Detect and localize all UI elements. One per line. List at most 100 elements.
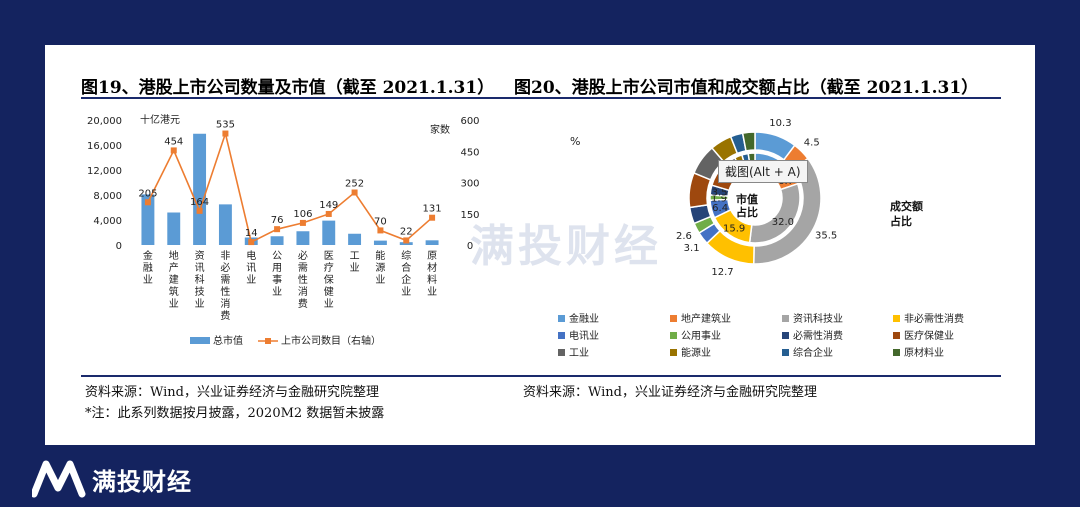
legend-swatch	[670, 315, 677, 322]
line-point	[351, 189, 358, 196]
donut-label-outer: 2.6	[676, 231, 692, 242]
left-tick-label: 16,000	[87, 141, 122, 152]
legend-label: 能源业	[681, 346, 711, 359]
line-listed-companies	[147, 130, 433, 244]
legend-label: 综合企业	[793, 346, 833, 359]
x-tick-label: 金融业	[143, 249, 153, 286]
left-tick-label: 4,000	[93, 216, 122, 227]
legend-bar-label: 总市值	[213, 334, 243, 347]
donut-label-inner: 32.0	[772, 217, 794, 228]
donut-label-outer: 10.3	[769, 118, 791, 129]
line-data-label: 70	[374, 216, 387, 227]
line-point	[144, 199, 151, 206]
report-card: 图19、港股上市公司数量及市值（截至 2021.1.31） 图20、港股上市公司…	[45, 45, 1035, 445]
donut-label-inner: 1.9	[711, 194, 727, 205]
x-tick-label: 必需性消费	[298, 249, 308, 310]
legend-bar-swatch	[190, 337, 210, 344]
x-tick-label: 资讯科技业	[195, 250, 205, 310]
x-tick-label: 医疗保健业	[324, 250, 334, 310]
legend-swatch	[782, 349, 789, 356]
inner-ring-label: 占比	[736, 205, 758, 219]
bar-total-market-cap	[373, 240, 387, 245]
line-data-label: 14	[245, 228, 258, 239]
screenshot-tooltip: 截图(Alt + A)	[718, 160, 808, 183]
line-data-label: 22	[400, 226, 413, 237]
bar-total-market-cap	[218, 204, 232, 245]
inner-ring-label: 市值	[736, 192, 758, 206]
legend-line-marker	[265, 338, 271, 344]
bar-total-market-cap	[296, 231, 310, 245]
line-data-label: 106	[293, 209, 312, 220]
legend-label: 电讯业	[569, 329, 599, 342]
outer-ring-label: 成交额	[890, 199, 923, 213]
donut-label-inner: 6.4	[712, 203, 728, 214]
legend-swatch	[893, 315, 900, 322]
legend-label: 资讯科技业	[793, 312, 843, 325]
left-tick-label: 8,000	[93, 191, 122, 202]
legend-label: 工业	[569, 347, 589, 359]
line-point	[403, 237, 410, 244]
right-tick-label: 300	[460, 179, 479, 190]
line-data-label: 131	[423, 204, 442, 215]
legend-swatch	[670, 349, 677, 356]
legend-swatch	[893, 349, 900, 356]
bar-total-market-cap	[425, 240, 439, 245]
legend-line-label: 上市公司数目（右轴）	[281, 334, 381, 347]
legend-label: 必需性消费	[793, 329, 843, 342]
bar-total-market-cap	[193, 133, 207, 245]
right-tick-label: 150	[460, 210, 479, 221]
donut-slice-outer	[741, 131, 756, 152]
line-point	[248, 239, 255, 246]
bar-total-market-cap	[399, 242, 413, 245]
x-tick-label: 非必需性消费	[220, 250, 230, 322]
x-tick-label: 原材料业	[427, 250, 437, 298]
bar-total-market-cap	[322, 220, 336, 245]
left-axis-unit: 十亿港元	[140, 113, 180, 126]
line-point	[170, 147, 177, 154]
x-tick-label: 综合企业	[401, 249, 411, 298]
line-point	[222, 130, 229, 137]
line-data-label: 454	[164, 136, 183, 147]
line-point	[196, 207, 203, 214]
legend-label: 原材料业	[904, 346, 944, 359]
donut-label-outer: 12.7	[711, 267, 733, 278]
legend-label: 地产建筑业	[681, 312, 731, 325]
line-point	[377, 227, 384, 234]
x-tick-label: 能源业	[375, 249, 385, 286]
line-point	[299, 219, 306, 226]
x-tick-label: 工业	[350, 251, 360, 274]
right-chart-title: 图20、港股上市公司市值和成交额占比（截至 2021.1.31）	[514, 78, 979, 98]
legend-swatch	[782, 332, 789, 339]
brand-name: 满投财经	[92, 468, 192, 496]
left-tick-label: 20,000	[87, 116, 122, 127]
watermark: 满投财经	[470, 221, 662, 272]
legend-swatch	[782, 315, 789, 322]
line-data-label: 76	[271, 215, 284, 226]
legend-label: 医疗保健业	[904, 329, 954, 342]
bar-total-market-cap	[141, 194, 155, 245]
legend-label: 非必需性消费	[904, 312, 964, 325]
donut-label-outer: 35.5	[815, 231, 837, 242]
right-source: 资料来源：Wind，兴业证券经济与金融研究院整理	[523, 385, 817, 400]
line-point	[274, 226, 281, 233]
line-data-label: 252	[345, 179, 364, 190]
x-tick-label: 地产建筑业	[169, 249, 179, 310]
bar-total-market-cap	[167, 212, 181, 245]
legend-label: 金融业	[569, 312, 599, 325]
donut-label-inner: 15.9	[723, 223, 745, 234]
legend-swatch	[558, 315, 565, 322]
line-data-label: 205	[138, 188, 157, 199]
legend-label: 公用事业	[681, 329, 721, 342]
figure-titles: 图19、港股上市公司数量及市值（截至 2021.1.31） 图20、港股上市公司…	[81, 73, 1001, 98]
right-axis-unit: 家数	[430, 123, 450, 136]
line-point	[429, 214, 436, 221]
title-rule	[81, 97, 1001, 99]
percent-unit: %	[570, 135, 580, 148]
donut-label-outer: 3.1	[684, 243, 700, 254]
footer-rule	[81, 375, 1001, 377]
bar-total-market-cap	[348, 233, 362, 245]
left-tick-label: 12,000	[87, 166, 122, 177]
line-data-label: 535	[216, 120, 235, 131]
line-data-label: 164	[190, 197, 209, 208]
